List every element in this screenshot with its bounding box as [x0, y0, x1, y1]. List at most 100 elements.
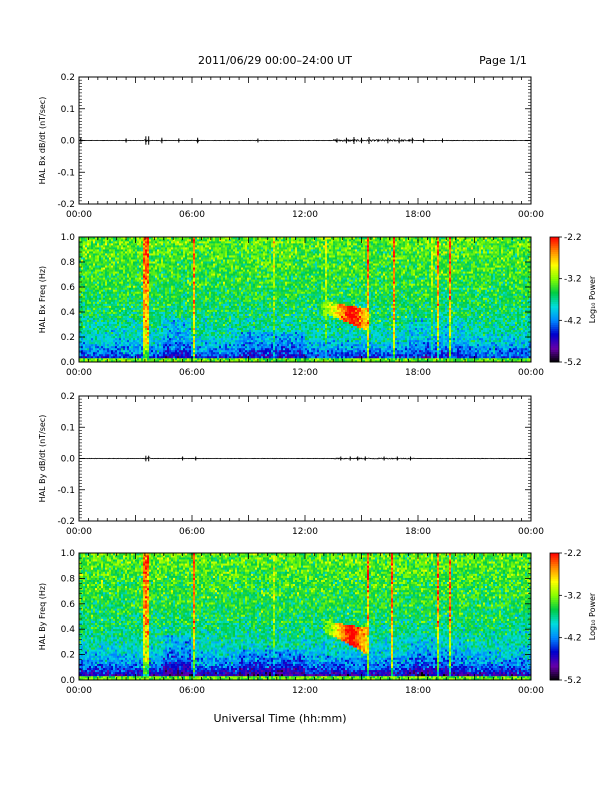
- spectrogram-cell: [227, 351, 230, 355]
- spectrogram-cell: [89, 319, 92, 322]
- spectrogram-cell: [165, 261, 168, 264]
- spectrogram-cell: [161, 339, 164, 343]
- spectrogram-cell: [85, 325, 88, 329]
- spectrogram-cell: [83, 263, 86, 266]
- spectrogram-cell: [127, 261, 130, 264]
- spectrogram-cell: [157, 267, 160, 270]
- y-tick-label: 0.2: [61, 73, 75, 83]
- spectrogram-cell: [171, 307, 174, 310]
- spectrogram-cell: [181, 317, 184, 320]
- spectrogram-cell: [91, 291, 94, 294]
- spectrogram-cell: [173, 261, 176, 264]
- spectrogram-cell: [173, 285, 176, 288]
- spectrogram-cell: [145, 327, 148, 331]
- spectrogram-cell: [115, 343, 118, 347]
- spectrogram-cell: [105, 303, 108, 306]
- spectrogram-cell: [207, 353, 210, 357]
- spectrogram-cell: [141, 285, 144, 288]
- spectrogram-cell: [109, 319, 112, 322]
- spectrogram-cell: [193, 251, 196, 254]
- spectrogram-cell: [123, 265, 126, 268]
- spectrogram-cell: [175, 319, 178, 322]
- spectrogram-cell: [97, 303, 100, 306]
- spectrogram-cell: [207, 303, 210, 306]
- spectrogram-cell: [173, 247, 176, 250]
- spectrogram-cell: [207, 321, 210, 324]
- spectrogram-cell: [141, 323, 144, 327]
- spectrogram-cell: [107, 319, 110, 322]
- spectrogram-cell: [169, 335, 172, 339]
- spectrogram-cell: [229, 325, 232, 329]
- spectrogram-cell: [157, 269, 160, 272]
- spectrogram-cell: [229, 307, 232, 310]
- spectrogram-cell: [147, 237, 150, 240]
- spectrogram-cell: [225, 349, 228, 353]
- spectrogram-cell: [95, 263, 98, 266]
- spectrogram-cell: [133, 285, 136, 288]
- spectrogram-cell: [201, 245, 204, 248]
- spectrogram-cell: [177, 267, 180, 270]
- spectrogram-cell: [101, 273, 104, 276]
- spectrogram-cell: [153, 247, 156, 250]
- spectrogram-cell: [145, 347, 148, 351]
- spectrogram-cell: [97, 327, 100, 331]
- spectrogram-cell: [139, 237, 142, 240]
- spectrogram-cell: [149, 267, 152, 270]
- spectrogram-cell: [219, 239, 222, 242]
- spectrogram-cell: [151, 283, 154, 286]
- spectrogram-cell: [179, 279, 182, 282]
- spectrogram-cell: [175, 259, 178, 262]
- spectrogram-cell: [203, 335, 206, 339]
- spectrogram-cell: [127, 263, 130, 266]
- spectrogram-cell: [105, 341, 108, 345]
- spectrogram-cell: [197, 263, 200, 266]
- spectrogram-cell: [123, 285, 126, 288]
- spectrogram-cell: [205, 323, 208, 327]
- spectrogram-cell: [129, 347, 132, 351]
- spectrogram-cell: [101, 245, 104, 248]
- spectrogram-cell: [117, 247, 120, 250]
- spectrogram-cell: [211, 303, 214, 306]
- spectrogram-cell: [87, 267, 90, 270]
- spectrogram-cell: [125, 273, 128, 276]
- spectrogram-cell: [107, 291, 110, 294]
- spectrogram-cell: [93, 269, 96, 272]
- spectrogram-cell: [151, 297, 154, 300]
- spectrogram-cell: [105, 301, 108, 304]
- spectrogram-cell: [221, 275, 224, 278]
- spectrogram-cell: [215, 263, 218, 266]
- spectrogram-cell: [229, 251, 232, 254]
- spectrogram-cell: [189, 321, 192, 324]
- spectrogram-cell: [103, 253, 106, 256]
- spectrogram-cell: [115, 239, 118, 242]
- spectrogram-cell: [175, 299, 178, 302]
- spectrogram-cell: [183, 277, 186, 280]
- spectrogram-cell: [109, 271, 112, 274]
- spectrogram-cell: [85, 319, 88, 322]
- spectrogram-cell: [115, 305, 118, 308]
- spectrogram-cell: [193, 345, 196, 349]
- spectrogram-cell: [87, 271, 90, 274]
- spectrogram-cell: [119, 307, 122, 310]
- spectrogram-cell: [177, 303, 180, 306]
- spectrogram-cell: [113, 267, 116, 270]
- spectrogram-cell: [97, 307, 100, 310]
- spectrogram-cell: [157, 313, 160, 316]
- spectrogram-cell: [227, 243, 230, 246]
- spectrogram-cell: [95, 241, 98, 244]
- spectrogram-cell: [131, 355, 134, 359]
- spectrogram-cell: [105, 289, 108, 292]
- spectrogram-cell: [103, 249, 106, 252]
- spectrogram-cell: [197, 353, 200, 357]
- spectrogram-cell: [117, 321, 120, 324]
- spectrogram-cell: [127, 339, 130, 343]
- spectrogram-cell: [205, 247, 208, 250]
- spectrogram-cell: [155, 345, 158, 349]
- spectrogram-cell: [159, 269, 162, 272]
- spectrogram-cell: [137, 237, 140, 240]
- spectrogram-cell: [109, 313, 112, 316]
- spectrogram-cell: [85, 331, 88, 335]
- spectrogram-cell: [197, 301, 200, 304]
- spectrogram-cell: [217, 281, 220, 284]
- spectrogram-cell: [97, 311, 100, 314]
